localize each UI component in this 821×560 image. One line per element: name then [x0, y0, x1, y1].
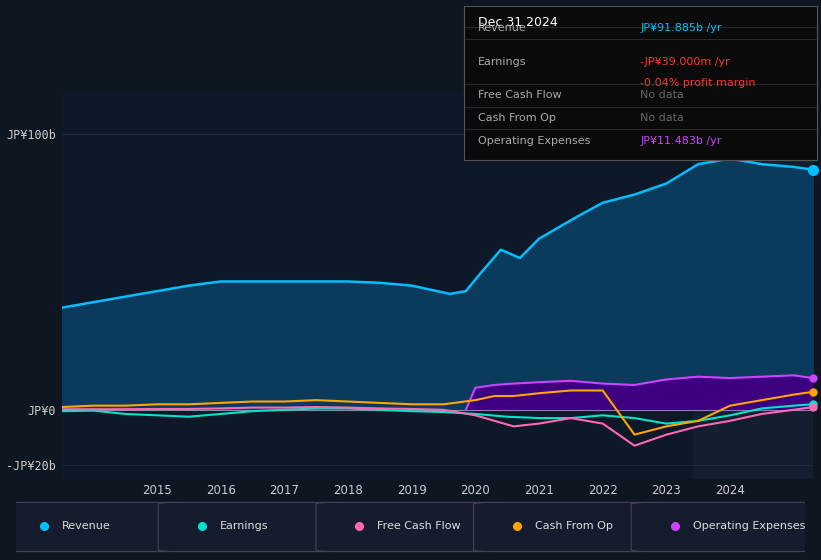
Text: Operating Expenses: Operating Expenses [693, 521, 805, 531]
Text: Revenue: Revenue [62, 521, 111, 531]
Text: Free Cash Flow: Free Cash Flow [378, 521, 461, 531]
FancyBboxPatch shape [474, 502, 663, 552]
Bar [693, 92, 813, 479]
FancyBboxPatch shape [631, 502, 820, 552]
Text: Cash From Op: Cash From Op [478, 113, 556, 123]
Text: No data: No data [640, 113, 684, 123]
Text: JP¥11.483b /yr: JP¥11.483b /yr [640, 136, 722, 146]
Text: Cash From Op: Cash From Op [535, 521, 613, 531]
Text: No data: No data [640, 90, 684, 100]
Text: -0.04% profit margin: -0.04% profit margin [640, 78, 756, 88]
FancyBboxPatch shape [158, 502, 347, 552]
Text: Earnings: Earnings [220, 521, 268, 531]
Text: Operating Expenses: Operating Expenses [478, 136, 590, 146]
Text: Free Cash Flow: Free Cash Flow [478, 90, 562, 100]
Text: Earnings: Earnings [478, 57, 526, 67]
FancyBboxPatch shape [1, 502, 190, 552]
Text: Dec 31 2024: Dec 31 2024 [478, 16, 557, 29]
Text: JP¥91.885b /yr: JP¥91.885b /yr [640, 22, 722, 32]
Text: -JP¥39.000m /yr: -JP¥39.000m /yr [640, 57, 730, 67]
FancyBboxPatch shape [316, 502, 505, 552]
Text: Revenue: Revenue [478, 22, 527, 32]
